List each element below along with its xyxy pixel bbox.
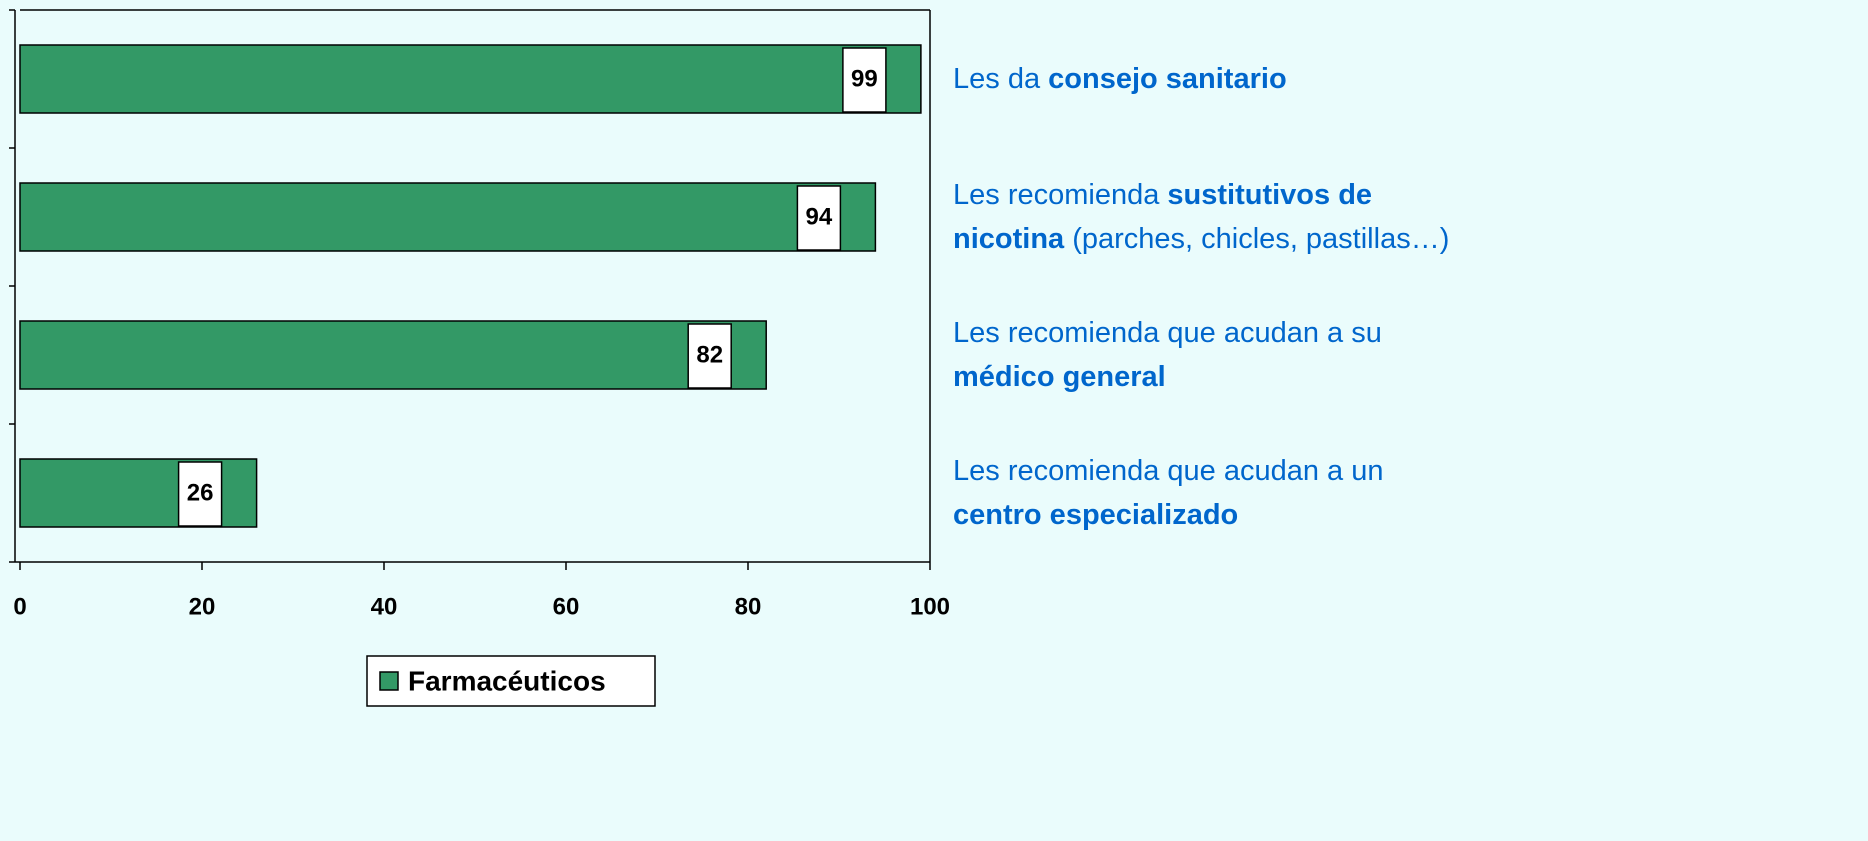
bar — [19, 182, 877, 252]
category-label-line: Les recomienda que acudan a su — [953, 311, 1382, 355]
value-label: 82 — [696, 341, 723, 368]
category-label-run: (parches, chicles, pastillas…) — [1064, 223, 1450, 255]
category-label-run: Les recomienda que acudan a su — [953, 317, 1382, 349]
legend-swatch — [379, 671, 399, 691]
x-tick-label: 60 — [553, 593, 580, 620]
value-label: 99 — [851, 65, 878, 92]
x-tick-label: 40 — [371, 593, 398, 620]
value-label-box — [687, 323, 732, 389]
value-label-box — [842, 47, 887, 113]
category-label-run: médico general — [953, 361, 1166, 393]
category-label-line: Les recomienda que acudan a un — [953, 449, 1383, 493]
category-label-run: Les da — [953, 63, 1049, 95]
bar — [19, 44, 922, 114]
legend-box — [366, 655, 656, 707]
category-label: Les recomienda que acudan a su médico gen… — [953, 311, 1382, 399]
category-label-line: Les da consejo sanitario — [953, 57, 1287, 101]
category-label-run: Les recomienda — [953, 179, 1168, 211]
value-label-box — [177, 461, 223, 527]
value-label: 26 — [187, 479, 214, 506]
category-label-run: consejo sanitario — [1048, 63, 1287, 95]
x-tick-label: 20 — [189, 593, 216, 620]
category-label-run: nicotina — [953, 223, 1065, 255]
category-label-line: médico general — [953, 355, 1382, 399]
x-tick-label: 100 — [910, 593, 950, 620]
category-label-run: centro especializado — [953, 499, 1239, 531]
category-label-line: Les recomienda sustitutivos de — [953, 173, 1449, 217]
legend-label: Farmacéuticos — [408, 665, 606, 696]
value-label-box — [796, 185, 842, 251]
category-label: Les recomienda sustitutivos de nicotina (… — [953, 173, 1449, 261]
category-label-run: sustitutivos de — [1167, 179, 1373, 211]
value-label: 94 — [806, 203, 833, 230]
category-label-line: nicotina (parches, chicles, pastillas…) — [953, 217, 1449, 261]
category-label: Les da consejo sanitario — [953, 57, 1287, 101]
category-label-run: Les recomienda que acudan a un — [953, 455, 1384, 487]
x-tick-label: 0 — [13, 593, 26, 620]
category-label: Les recomienda que acudan a un centro esp… — [953, 449, 1383, 537]
x-tick-label: 80 — [735, 593, 762, 620]
category-label-line: centro especializado — [953, 493, 1383, 537]
bar — [19, 320, 767, 390]
